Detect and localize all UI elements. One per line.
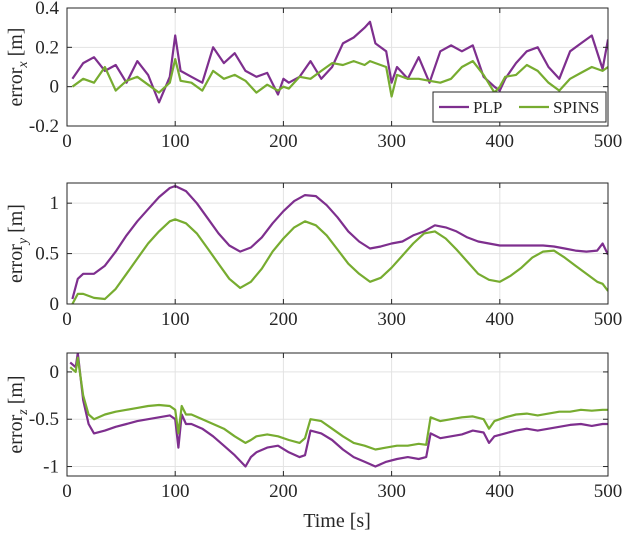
y-axis-label: errorz [m] xyxy=(5,375,31,453)
x-tick-label: 0 xyxy=(62,131,72,152)
axes-box xyxy=(66,7,609,127)
axes-box xyxy=(66,182,609,305)
series-line-spins xyxy=(71,57,608,98)
series-line-plp xyxy=(71,184,608,300)
legend: PLP SPINS xyxy=(432,91,607,123)
y-tick-label: 0.5 xyxy=(35,244,59,265)
y-axis-label-subscript: y xyxy=(16,237,31,246)
panel-error-y: 0 100 200 300 400 500 0 0.5 1 errory [m] xyxy=(5,182,623,330)
x-tick-label: 100 xyxy=(161,481,190,502)
y-tick-label: 0.4 xyxy=(35,0,59,19)
series-line-plp xyxy=(71,20,608,104)
x-tick-label: 400 xyxy=(486,131,515,152)
y-axis-label-unit: [m] xyxy=(5,375,27,409)
y-tick-label: -0.2 xyxy=(29,116,59,137)
series-line-spins xyxy=(69,356,608,451)
y-tick-label: -1 xyxy=(43,457,59,478)
x-tick-label: 300 xyxy=(377,309,406,330)
x-tick-label: 300 xyxy=(377,131,406,152)
y-axis-label-unit: [m] xyxy=(5,28,27,62)
legend-label-spins: SPINS xyxy=(553,98,599,117)
y-tick-label: 0.2 xyxy=(35,37,59,58)
x-tick-label: 200 xyxy=(269,309,298,330)
x-tick-label: 200 xyxy=(269,131,298,152)
x-tick-label: 300 xyxy=(377,481,406,502)
axes-box xyxy=(66,352,609,477)
y-tick-label: 0 xyxy=(50,294,60,315)
series-line-spins xyxy=(71,218,608,304)
x-tick-label: 400 xyxy=(486,309,515,330)
y-axis-label-base: error xyxy=(5,244,27,283)
y-axis-label-subscript: z xyxy=(16,409,31,416)
y-axis-label-subscript: x xyxy=(16,61,31,69)
series-line-plp xyxy=(69,353,608,468)
y-axis-label-base: error xyxy=(5,67,27,106)
x-tick-label: 400 xyxy=(486,481,515,502)
x-tick-label: 100 xyxy=(161,131,190,152)
y-tick-label: 0 xyxy=(50,77,60,98)
x-tick-label: 500 xyxy=(594,481,623,502)
x-tick-label: 500 xyxy=(594,131,623,152)
y-axis-label: errory [m] xyxy=(5,204,31,283)
y-tick-label: 0 xyxy=(50,362,60,383)
x-axis-label: Time [s] xyxy=(303,510,371,532)
y-axis-label: errorx [m] xyxy=(5,28,31,107)
legend-label-plp: PLP xyxy=(473,98,502,117)
y-axis-label-unit: [m] xyxy=(5,204,27,238)
x-tick-label: 500 xyxy=(594,309,623,330)
x-tick-label: 100 xyxy=(161,309,190,330)
y-tick-label: 1 xyxy=(50,193,60,214)
y-axis-label-base: error xyxy=(5,414,27,453)
x-tick-label: 0 xyxy=(62,309,72,330)
y-tick-label: -0.5 xyxy=(29,409,59,430)
x-tick-label: 200 xyxy=(269,481,298,502)
x-tick-label: 0 xyxy=(62,481,72,502)
panel-error-z: 0 100 200 300 400 500 -1 -0.5 0 errorz [m] xyxy=(5,352,623,502)
